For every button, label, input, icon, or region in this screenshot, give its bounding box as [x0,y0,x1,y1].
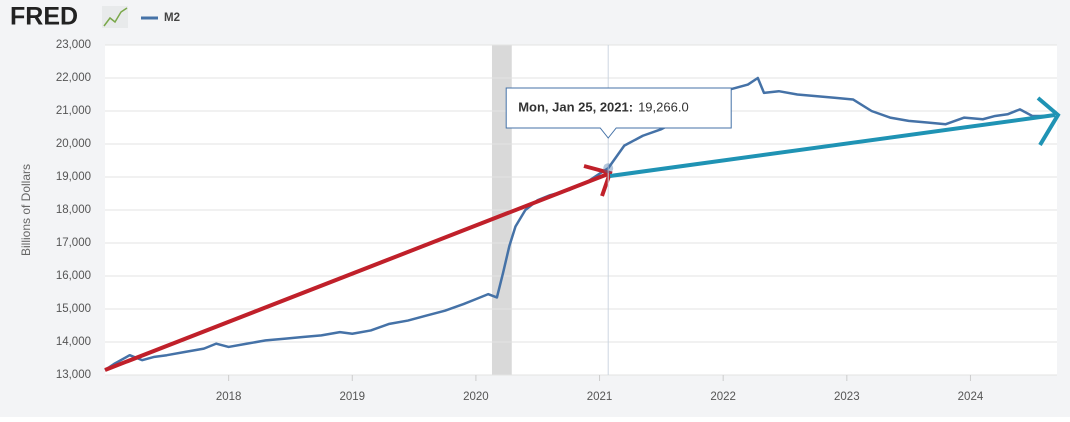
legend-label: M2 [164,12,180,24]
hover-marker [603,163,614,174]
tooltip-box [505,87,732,139]
y-tick-label: 21,000 [56,105,91,117]
x-tick-label: 2020 [463,391,489,403]
x-tick-label: 2021 [587,391,613,403]
y-tick-label: 23,000 [56,39,91,51]
y-tick-label: 19,000 [56,171,91,183]
x-tick-label: 2018 [216,391,242,403]
tooltip: Mon, Jan 25, 2021: 19,266.0 [505,45,732,375]
logo: FRED [10,3,78,31]
y-tick-label: 15,000 [56,303,91,315]
tooltip-value: 19,266.0 [638,99,689,114]
logo-icon [102,6,128,28]
y-tick-label: 13,000 [56,369,91,381]
y-tick-label: 14,000 [56,336,91,348]
y-tick-label: 20,000 [56,138,91,150]
x-tick-label: 2019 [339,391,365,403]
x-tick-label: 2023 [834,391,860,403]
y-tick-label: 16,000 [56,270,91,282]
y-tick-label: 22,000 [56,72,91,84]
x-tick-label: 2024 [958,391,984,403]
y-axis-label: Billions of Dollars [19,164,33,256]
plot: 13,000 14,000 15,000 16,000 17,000 18,000 19,0… [56,39,1057,403]
y-tick-label: 18,000 [56,204,91,216]
y-tick-label: 17,000 [56,237,91,249]
tooltip-date: Mon, Jan 25, 2021: [518,99,633,114]
x-tick-label: 2022 [710,391,736,403]
annotation-arrows [104,96,1061,372]
